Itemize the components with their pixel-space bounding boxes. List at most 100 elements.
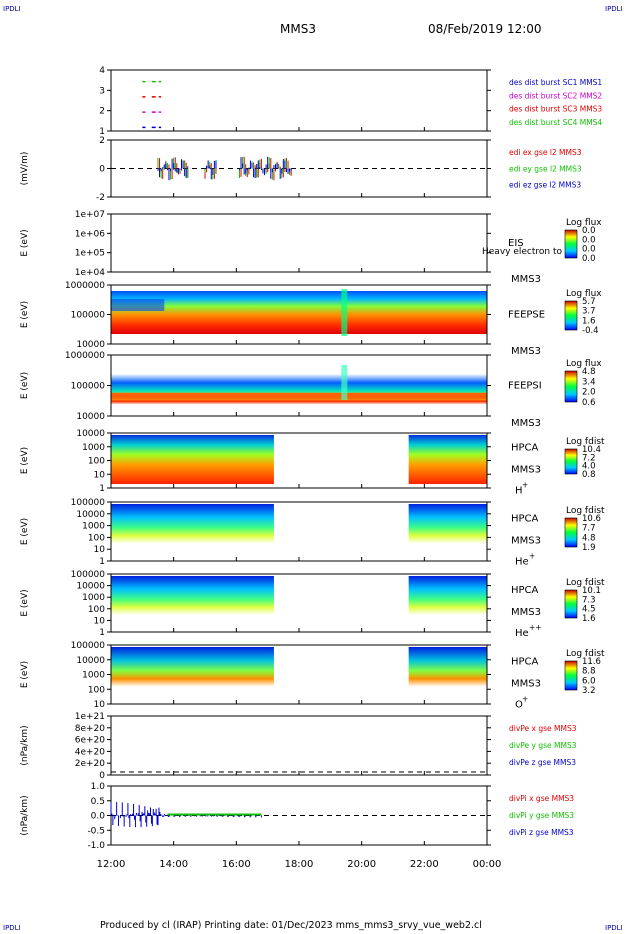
species-label: He xyxy=(515,557,529,568)
y-tick-label: 3 xyxy=(99,86,105,96)
legend-entry: des dist burst SC2 MMS2 xyxy=(509,91,602,100)
y-tick-label: 100 xyxy=(88,685,105,695)
y-tick-label: 6e+20 xyxy=(75,736,106,746)
species-label: O xyxy=(515,700,523,711)
y-tick-label: 1 xyxy=(99,127,105,137)
y-tick-label: 100 xyxy=(88,533,105,543)
y-tick-label: 10000 xyxy=(76,429,105,439)
colorbar-title: Log flux xyxy=(566,359,602,369)
y-tick-label: 1e+21 xyxy=(75,712,105,722)
y-tick-label: 100000 xyxy=(71,311,106,321)
colorbar-tick-label: 4.5 xyxy=(582,605,596,615)
y-tick-label: 1e+07 xyxy=(75,210,105,220)
corner-label-tl: IPDLI xyxy=(3,5,21,13)
spectrogram xyxy=(111,435,487,484)
y-tick-label: 10000 xyxy=(76,582,105,592)
y-tick-label: 10 xyxy=(94,470,106,480)
colorbar-tick-label: 4.8 xyxy=(582,367,596,377)
colorbar-tick-label: 6.0 xyxy=(582,676,596,686)
spacecraft-label: MMS3 xyxy=(511,679,541,690)
spectrogram xyxy=(111,504,487,557)
y-tick-label: 1e+04 xyxy=(75,268,106,278)
y-tick-label: 100000 xyxy=(71,382,106,392)
colorbar-tick-label: 3.4 xyxy=(582,377,596,387)
y-axis-label: (nPa/km) xyxy=(20,725,30,765)
y-tick-label: 2e+20 xyxy=(75,759,106,769)
x-tick-label: 14:00 xyxy=(159,859,188,870)
legend-entry: divPi z gse MMS3 xyxy=(509,828,574,837)
spectrogram-band xyxy=(408,576,487,628)
species-label: He xyxy=(515,628,529,639)
species-label: H xyxy=(515,486,523,497)
colorbar-title: Log fdist xyxy=(566,437,605,447)
spectrogram-band xyxy=(111,435,274,484)
spectrogram-band xyxy=(111,576,274,628)
y-tick-label: 1.0 xyxy=(91,782,106,792)
colorbar-tick-label: 8.8 xyxy=(582,667,596,677)
corner-label-tr: IPDLI xyxy=(605,5,623,13)
species-charge: + xyxy=(529,552,535,561)
y-tick-label: 10000 xyxy=(76,656,105,666)
colorbar-title: Log flux xyxy=(566,289,602,299)
legend-entry: des dist burst SC3 MMS3 xyxy=(509,105,602,114)
colorbar xyxy=(564,370,578,403)
colorbar-tick-label: 10.6 xyxy=(582,514,601,524)
colorbar-title: Log fdist xyxy=(566,506,605,516)
y-tick-label: 1 xyxy=(99,628,105,638)
y-tick-label: 100000 xyxy=(71,641,106,651)
y-tick-label: 2 xyxy=(99,107,105,117)
legend-entry: divPi x gse MMS3 xyxy=(509,794,574,803)
spectrogram-band xyxy=(111,291,487,334)
spectrogram xyxy=(111,647,487,700)
colorbar xyxy=(564,589,578,619)
y-tick-label: 1 xyxy=(99,557,105,567)
footer-text: Produced by cl (IRAP) Printing date: 01/… xyxy=(100,920,482,931)
corner-label-br: IPDLI xyxy=(605,924,623,932)
panel-frame xyxy=(110,715,488,776)
spectrogram xyxy=(111,576,487,628)
y-tick-label: -0.5 xyxy=(87,826,105,836)
colorbar-tick-label: 3.2 xyxy=(582,686,596,696)
corner-label-bl: IPDLI xyxy=(3,924,21,932)
y-axis-label: E (eV) xyxy=(20,447,30,474)
spectrogram-band xyxy=(111,504,274,557)
spectrogram-band xyxy=(111,359,487,412)
colorbar xyxy=(564,660,578,691)
spacecraft-label: MMS3 xyxy=(511,607,541,618)
y-tick-label: 10 xyxy=(94,700,106,710)
y-tick-label: 10000 xyxy=(76,412,105,422)
spectrogram-band xyxy=(408,647,487,700)
y-tick-label: 0 xyxy=(99,165,105,175)
instrument-label: HPCA xyxy=(511,514,539,525)
colorbar-tick-label: 1.9 xyxy=(582,543,596,553)
x-tick-label: 00:00 xyxy=(473,859,502,870)
legend-entry: edi ez gse l2 MMS3 xyxy=(509,181,581,190)
y-axis-label: E (eV) xyxy=(20,661,30,688)
colorbar-tick-label: 7.3 xyxy=(582,595,596,605)
panel-frame xyxy=(110,213,488,273)
y-tick-label: 1000 xyxy=(82,593,105,603)
y-axis-label: E (eV) xyxy=(20,229,30,256)
legend-entry: divPi y gse MMS3 xyxy=(509,811,574,820)
y-tick-label: 1000000 xyxy=(65,351,105,361)
colorbar-title: Log flux xyxy=(566,218,602,228)
colorbar-tick-label: 0.6 xyxy=(582,398,596,408)
y-tick-label: 4e+20 xyxy=(75,747,106,757)
y-tick-label: 100 xyxy=(88,457,105,467)
spacecraft-label: MMS3 xyxy=(511,346,541,357)
colorbar xyxy=(564,300,578,331)
spectrogram xyxy=(111,359,487,412)
colorbar xyxy=(564,229,578,259)
legend-entry: edi ex gse l2 MMS3 xyxy=(509,148,582,157)
instrument-label: HPCA xyxy=(511,443,539,454)
date-title: 08/Feb/2019 12:00 xyxy=(428,22,542,36)
y-tick-label: 1000 xyxy=(82,671,105,681)
y-tick-label: 0 xyxy=(99,771,105,781)
y-tick-label: 10000 xyxy=(76,510,105,520)
colorbar-tick-label: 7.7 xyxy=(582,524,596,534)
colorbar-tick-label: -0.4 xyxy=(582,326,599,336)
legend-entry: des dist burst SC4 MMS4 xyxy=(509,118,602,127)
y-axis-label: E (eV) xyxy=(20,589,30,616)
y-tick-label: 0.5 xyxy=(91,797,105,807)
